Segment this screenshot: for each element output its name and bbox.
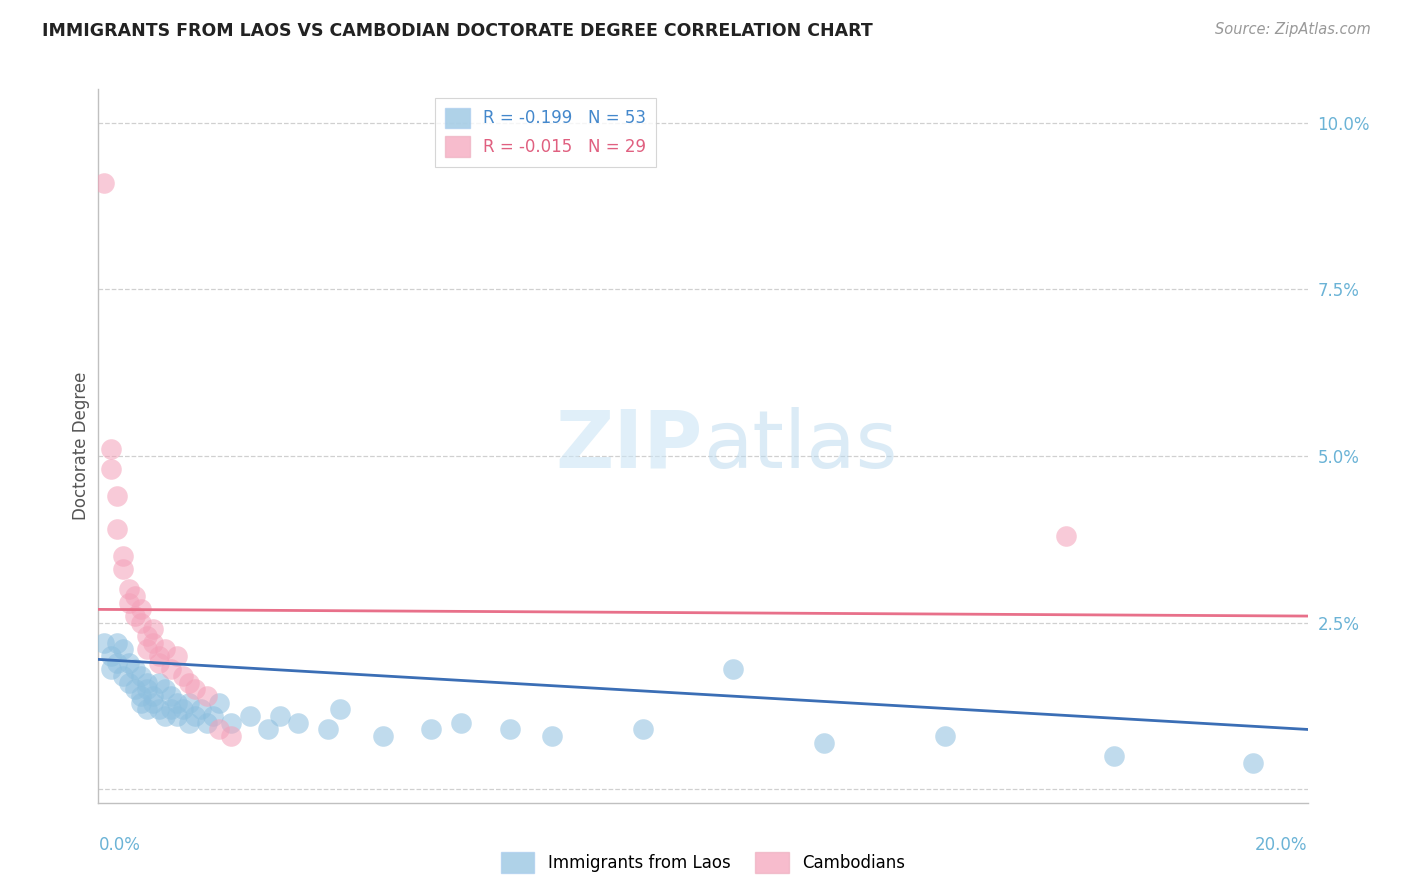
Point (256, 723, 278, 737)
Point (148, 675, 170, 690)
Point (135, 675, 157, 690)
Point (105, 636, 128, 650)
Point (129, 615, 152, 630)
Point (142, 623, 165, 637)
Point (202, 709, 225, 723)
Point (371, 729, 394, 743)
Point (148, 649, 170, 664)
Point (142, 696, 165, 710)
Point (111, 642, 134, 657)
Point (153, 682, 176, 697)
Text: Source: ZipAtlas.com: Source: ZipAtlas.com (1215, 22, 1371, 37)
Point (184, 682, 207, 697)
Point (135, 629, 157, 643)
Point (135, 702, 157, 716)
Point (142, 689, 165, 703)
Point (105, 656, 128, 670)
Point (166, 709, 188, 723)
Point (100, 649, 122, 664)
Point (118, 656, 141, 670)
Text: IMMIGRANTS FROM LAOS VS CAMBODIAN DOCTORATE DEGREE CORRELATION CHART: IMMIGRANTS FROM LAOS VS CAMBODIAN DOCTOR… (42, 22, 873, 40)
Point (111, 669, 134, 683)
Point (208, 723, 231, 737)
Point (129, 602, 152, 616)
Legend: R = -0.199   N = 53, R = -0.015   N = 29: R = -0.199 N = 53, R = -0.015 N = 29 (434, 97, 657, 167)
Text: atlas: atlas (703, 407, 897, 485)
Point (540, 729, 562, 743)
Point (160, 689, 183, 703)
Point (195, 715, 218, 730)
Text: 20.0%: 20.0% (1256, 836, 1308, 855)
Point (124, 662, 146, 676)
Text: 0.0%: 0.0% (98, 836, 141, 855)
Point (148, 702, 170, 716)
Point (100, 462, 122, 476)
Point (934, 729, 956, 743)
Point (179, 696, 201, 710)
Point (129, 689, 152, 703)
Point (1241, 756, 1264, 770)
Point (179, 675, 201, 690)
Point (129, 696, 152, 710)
Point (124, 682, 146, 697)
Legend: Immigrants from Laos, Cambodians: Immigrants from Laos, Cambodians (495, 846, 911, 880)
Point (221, 729, 243, 743)
Point (142, 636, 165, 650)
Point (124, 589, 146, 603)
Point (269, 709, 291, 723)
Point (172, 702, 194, 716)
Point (190, 702, 212, 716)
Point (316, 723, 339, 737)
Point (124, 609, 146, 624)
Point (239, 709, 262, 723)
Point (100, 442, 122, 457)
Point (195, 689, 218, 703)
Point (111, 549, 134, 563)
Point (105, 489, 128, 503)
Point (153, 709, 176, 723)
Point (221, 715, 243, 730)
Point (135, 642, 157, 657)
Point (118, 596, 141, 610)
Point (105, 522, 128, 536)
Point (813, 736, 835, 750)
Point (153, 642, 176, 657)
Point (184, 709, 207, 723)
Point (420, 723, 443, 737)
Point (179, 715, 201, 730)
Point (160, 662, 183, 676)
Point (723, 662, 745, 676)
Point (118, 582, 141, 597)
Point (498, 723, 520, 737)
Point (160, 702, 183, 716)
Point (93, 636, 115, 650)
Point (450, 715, 472, 730)
Point (166, 649, 188, 664)
Y-axis label: Doctorate Degree: Doctorate Degree (72, 372, 90, 520)
Point (166, 696, 188, 710)
Point (100, 662, 122, 676)
Text: ZIP: ZIP (555, 407, 703, 485)
Point (129, 669, 152, 683)
Point (208, 696, 231, 710)
Point (287, 715, 309, 730)
Point (111, 562, 134, 576)
Point (172, 669, 194, 683)
Point (1054, 529, 1077, 543)
Point (135, 682, 157, 697)
Point (148, 656, 170, 670)
Point (1102, 749, 1125, 764)
Point (93, 176, 115, 190)
Point (329, 702, 352, 716)
Point (118, 675, 141, 690)
Point (631, 723, 654, 737)
